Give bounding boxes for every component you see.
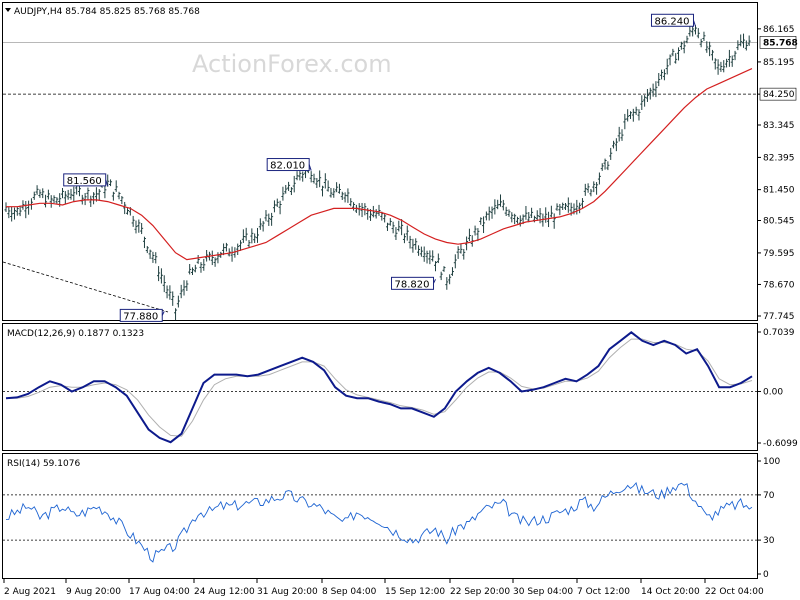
x-tick-label: 15 Sep 12:00 [385, 587, 445, 597]
x-tick-label: 17 Aug 04:00 [129, 587, 190, 597]
watermark: ActionForex.com [192, 50, 392, 78]
annotation-connector [693, 20, 696, 27]
x-tick-label: 22 Sep 20:00 [450, 587, 510, 597]
x-tick-label: 31 Aug 20:00 [257, 587, 318, 597]
y-tick-label: 77.745 [763, 312, 795, 322]
y-tick-label: 82.395 [763, 153, 795, 163]
y-tick-label: 81.450 [763, 186, 795, 196]
annotation-connector [433, 279, 436, 284]
y-tick-label: 83.345 [763, 121, 795, 131]
rsi-line [5, 481, 753, 563]
macd-signal-line [6, 338, 753, 437]
x-tick-label: 9 Aug 20:00 [66, 587, 121, 597]
y-tick-label: 85.195 [763, 58, 795, 68]
x-tick-label: 22 Oct 04:00 [705, 587, 764, 597]
rsi-y-tick-label: 30 [763, 536, 775, 546]
x-tick-label: 14 Oct 20:00 [641, 587, 700, 597]
support-level-box [759, 87, 797, 101]
macd-y-tick-label: 0.00 [763, 387, 783, 397]
rsi-y-tick-label: 0 [763, 570, 769, 580]
price-panel [2, 2, 758, 321]
x-tick-label: 7 Oct 12:00 [577, 587, 630, 597]
annotation-connector [161, 311, 165, 316]
annotation-connector [308, 164, 312, 171]
current-price-box [759, 36, 797, 49]
y-tick-label: 84.250 [763, 90, 795, 100]
y-tick-label: 78.670 [763, 280, 795, 290]
macd-y-tick-label: -0.6099 [763, 439, 798, 449]
trend-line [2, 261, 169, 313]
price-panel-title: AUDJPY,H4 85.784 85.825 85.768 85.768 [14, 7, 200, 17]
macd-panel [2, 323, 758, 451]
rsi-y-tick-label: 100 [763, 457, 780, 467]
y-tick-label: 79.595 [763, 249, 795, 259]
rsi-layer [3, 481, 757, 563]
x-tick-label: 30 Sep 04:00 [513, 587, 573, 597]
y-tick-label: 86.165 [763, 25, 795, 35]
annotation-label: 86.240 [654, 16, 689, 27]
rsi-y-tick-label: 70 [763, 491, 775, 501]
macd-panel-title: MACD(12,26,9) 0.1877 0.1323 [7, 329, 144, 339]
macd-y-tick-label: 0.7039 [763, 328, 795, 338]
collapse-triangle-icon [5, 8, 11, 12]
annotation-label: 77.880 [123, 311, 158, 322]
x-tick-label: 8 Sep 04:00 [322, 587, 377, 597]
x-tick-label: 24 Aug 12:00 [194, 587, 255, 597]
current-price-label: 85.768 [763, 38, 798, 48]
macd-layer [3, 331, 757, 444]
annotation-connector [105, 179, 109, 187]
x-tick-label: 2 Aug 2021 [4, 587, 56, 597]
price-layer: 81.560 82.010 77.880 78.820 86.240 [2, 13, 757, 322]
annotation-label: 81.560 [67, 176, 102, 187]
rsi-panel-title: RSI(14) 59.1076 [7, 459, 80, 469]
ma-line [6, 68, 753, 261]
rsi-panel [2, 453, 758, 579]
y-tick-label: 80.545 [763, 217, 795, 227]
axis-layer: 86.165 85.195 84.250 83.345 82.395 81.450 80.5… [3, 25, 798, 597]
annotation-label: 78.820 [395, 279, 430, 290]
macd-line [5, 331, 753, 444]
annotation-label: 82.010 [270, 161, 305, 172]
